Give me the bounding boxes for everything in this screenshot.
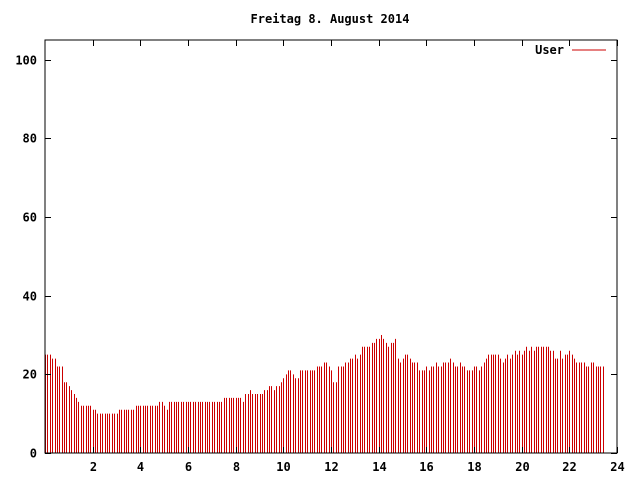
chart-title: Freitag 8. August 2014 bbox=[251, 12, 410, 26]
x-tick-label: 8 bbox=[233, 460, 240, 474]
bar-series bbox=[45, 335, 604, 453]
x-tick-label: 6 bbox=[185, 460, 192, 474]
x-tick-label: 16 bbox=[419, 460, 433, 474]
x-tick-label: 2 bbox=[90, 460, 97, 474]
y-tick-label: 80 bbox=[23, 132, 37, 146]
y-tick-label: 20 bbox=[23, 368, 37, 382]
legend: User bbox=[535, 43, 606, 57]
y-tick-label: 0 bbox=[30, 447, 37, 461]
x-tick-label: 10 bbox=[276, 460, 290, 474]
x-tick-label: 18 bbox=[467, 460, 481, 474]
x-tick-label: 22 bbox=[562, 460, 576, 474]
y-tick-label: 100 bbox=[15, 54, 37, 68]
x-tick-label: 14 bbox=[372, 460, 386, 474]
legend-label: User bbox=[535, 43, 564, 57]
y-tick-label: 60 bbox=[23, 211, 37, 225]
y-tick-label: 40 bbox=[23, 290, 37, 304]
x-tick-label: 20 bbox=[515, 460, 529, 474]
x-tick-label: 12 bbox=[324, 460, 338, 474]
x-tick-label: 24 bbox=[610, 460, 624, 474]
x-tick-label: 4 bbox=[137, 460, 144, 474]
